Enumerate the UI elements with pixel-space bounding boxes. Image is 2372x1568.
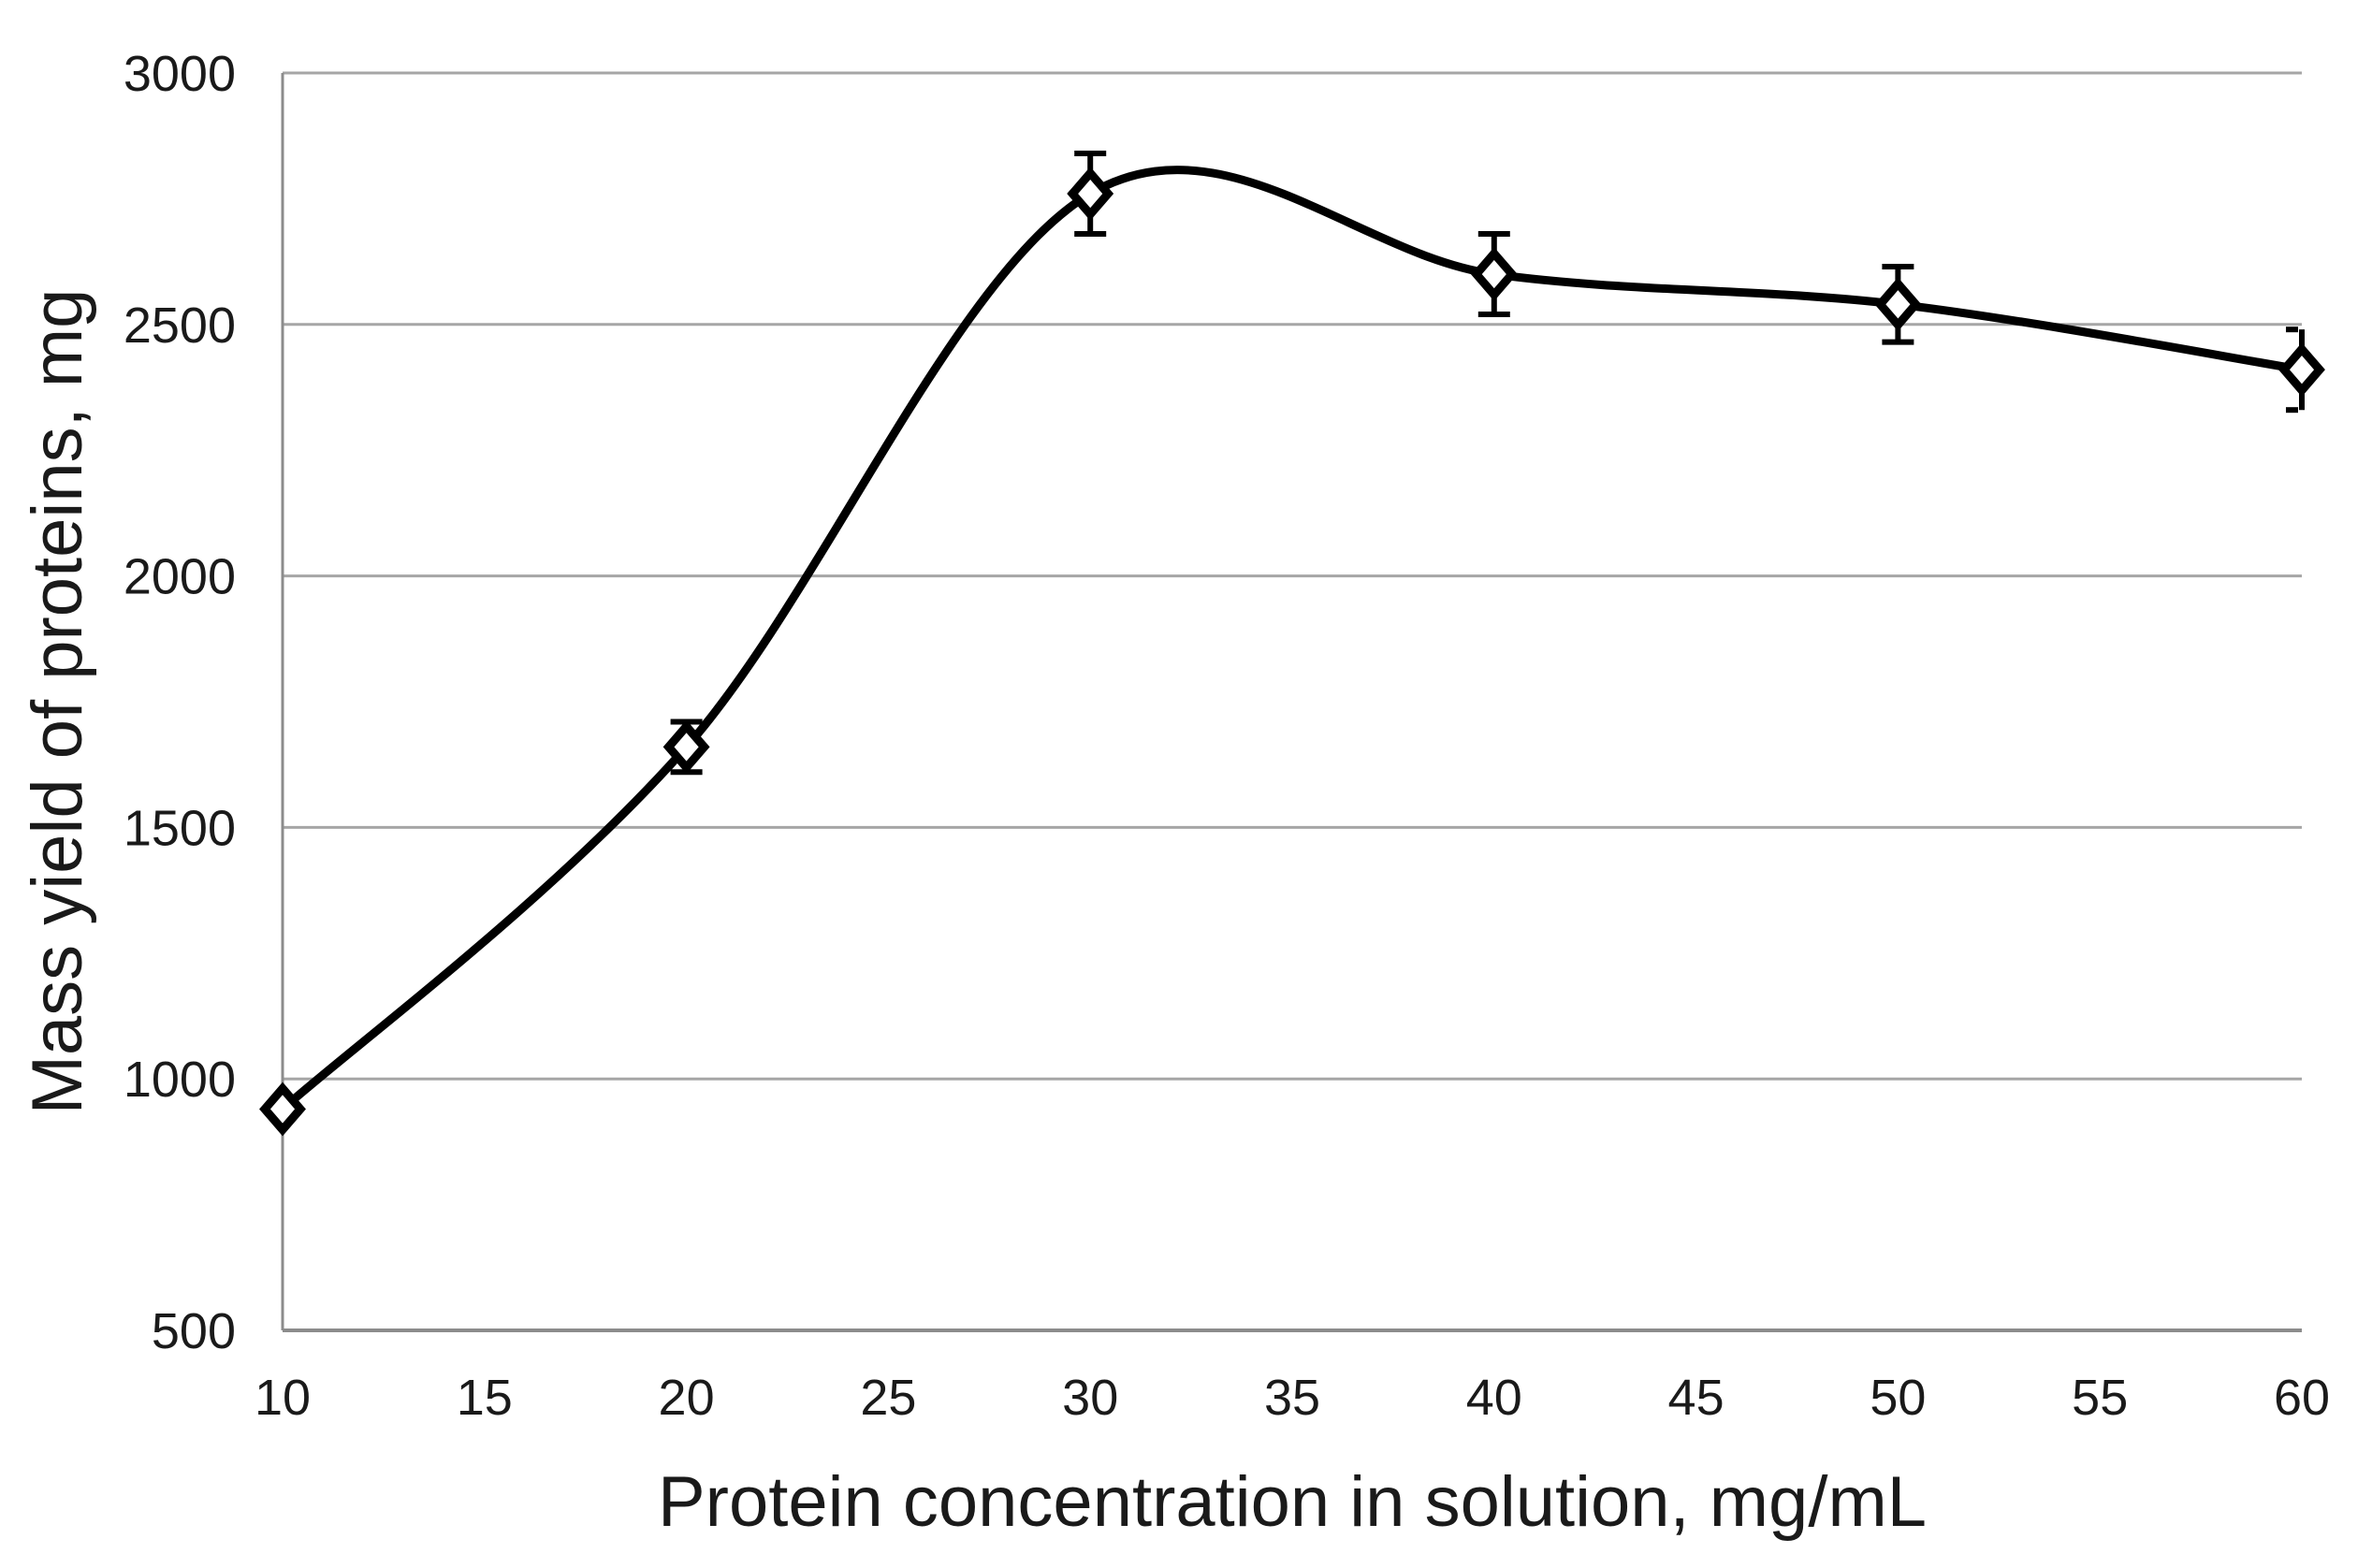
x-tick-label: 55 bbox=[2072, 1370, 2128, 1426]
x-tick-label: 20 bbox=[659, 1370, 715, 1426]
data-point-marker bbox=[662, 719, 710, 775]
x-tick-label: 10 bbox=[255, 1370, 311, 1426]
series-line bbox=[278, 166, 2307, 1113]
data-point-marker bbox=[259, 1082, 306, 1137]
data-point-marker bbox=[1470, 247, 1518, 301]
data-point-marker bbox=[2278, 342, 2325, 398]
x-tick-labels: 10 15 20 25 30 35 40 45 50 55 60 bbox=[255, 1370, 2330, 1426]
x-tick-label: 45 bbox=[1668, 1370, 1724, 1426]
data-point-marker bbox=[1874, 277, 1922, 332]
y-tick-label: 500 bbox=[152, 1303, 236, 1359]
y-tick-label: 3000 bbox=[124, 46, 236, 102]
error-bars-group bbox=[670, 151, 2305, 776]
markers-group bbox=[259, 167, 2325, 1137]
data-point-marker bbox=[1067, 167, 1114, 221]
y-tick-label: 1000 bbox=[124, 1052, 236, 1108]
series-line-group bbox=[278, 166, 2307, 1113]
gridlines-group bbox=[283, 71, 2302, 1081]
x-tick-label: 30 bbox=[1062, 1370, 1118, 1426]
y-tick-label: 1500 bbox=[124, 800, 236, 856]
x-tick-label: 40 bbox=[1466, 1370, 1522, 1426]
y-axis-title: Mass yield of proteins, mg bbox=[18, 288, 97, 1115]
x-tick-label: 60 bbox=[2274, 1370, 2330, 1426]
x-tick-label: 35 bbox=[1264, 1370, 1320, 1426]
x-axis-title: Protein concentration in solution, mg/mL bbox=[657, 1462, 1928, 1542]
y-tick-label: 2000 bbox=[124, 549, 236, 605]
x-tick-label: 15 bbox=[457, 1370, 513, 1426]
axes-group bbox=[281, 73, 2302, 1332]
y-tick-labels: 500 1000 1500 2000 2500 3000 bbox=[124, 46, 236, 1359]
y-tick-label: 2500 bbox=[124, 298, 236, 354]
x-tick-label: 25 bbox=[860, 1370, 916, 1426]
x-tick-label: 50 bbox=[1870, 1370, 1926, 1426]
